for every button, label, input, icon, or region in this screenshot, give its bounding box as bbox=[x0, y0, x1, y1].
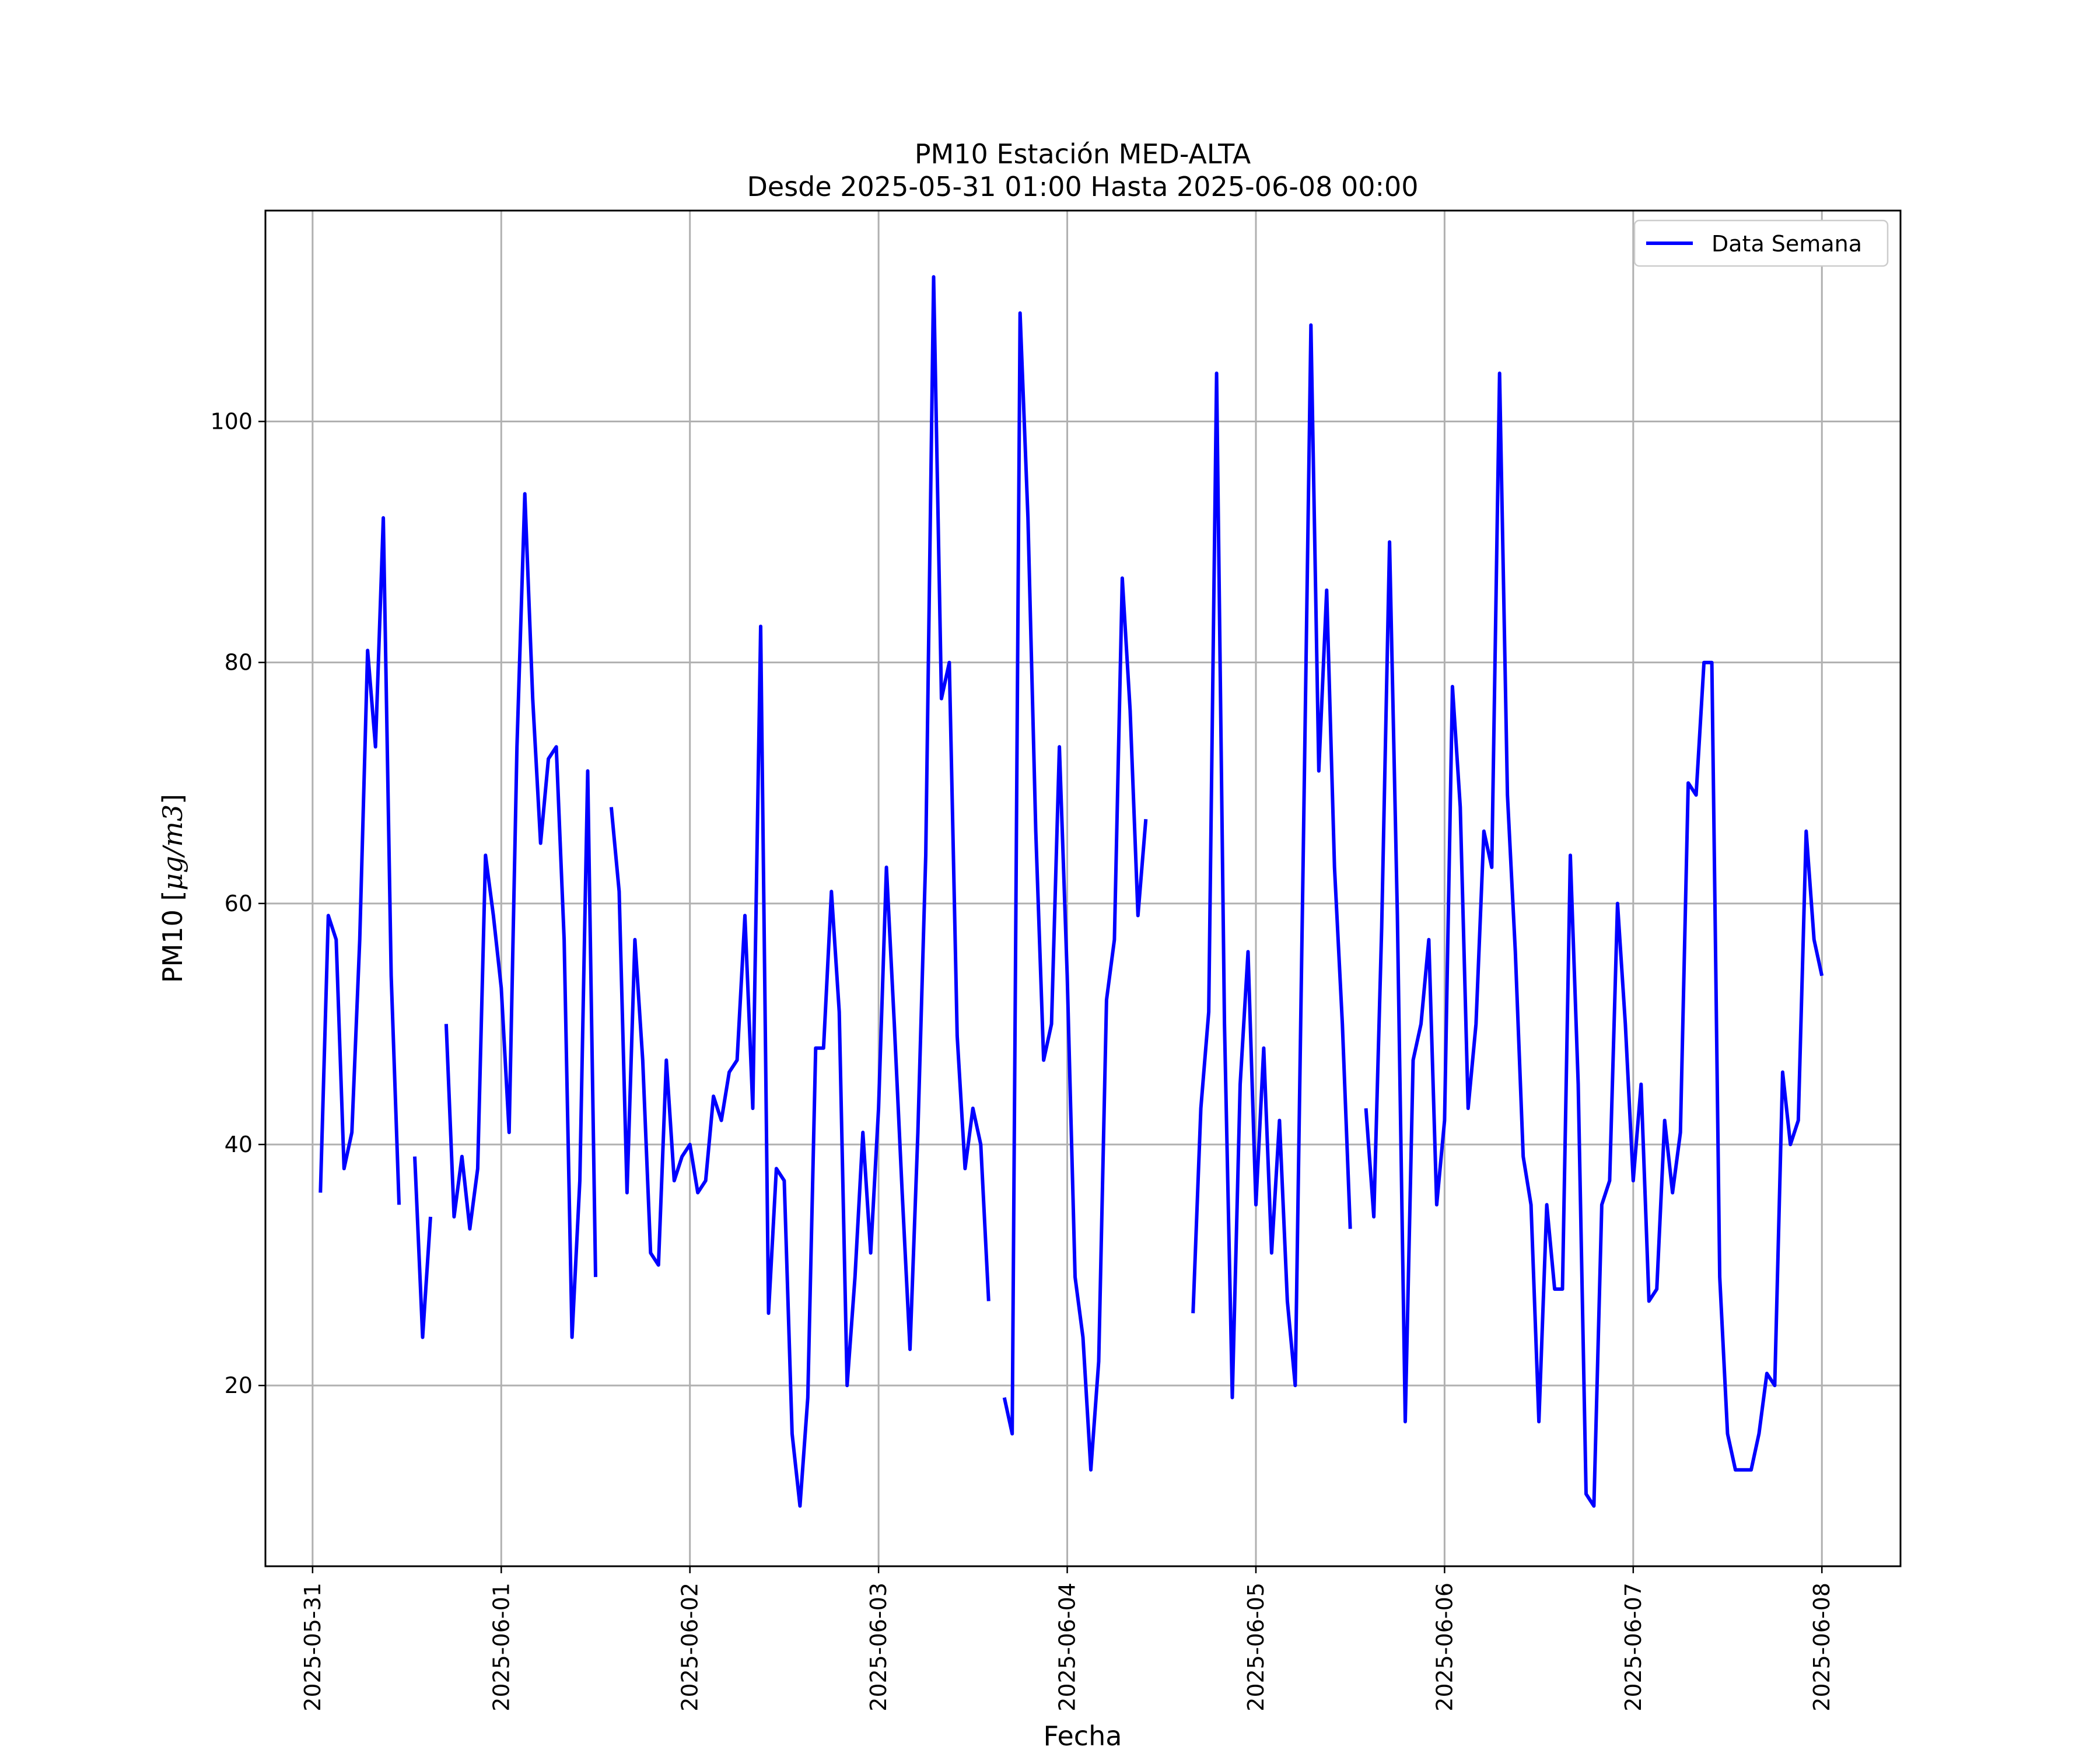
y-axis-label-prefix: PM10 [ bbox=[157, 891, 188, 984]
legend-box bbox=[1633, 219, 1889, 267]
y-tick-label: 40 bbox=[225, 1132, 253, 1157]
series-line-segment bbox=[1191, 323, 1352, 1399]
y-axis-label-units: μg/m3 bbox=[157, 804, 188, 891]
y-tick-label: 60 bbox=[225, 891, 253, 916]
series-line-segment bbox=[413, 1156, 432, 1339]
legend: Data Semana bbox=[1633, 219, 1889, 267]
series-line-segment bbox=[1002, 311, 1148, 1472]
x-tick-label: 2025-06-04 bbox=[1055, 1583, 1080, 1712]
x-tick-label: 2025-06-06 bbox=[1432, 1583, 1457, 1712]
y-tick-label: 80 bbox=[225, 650, 253, 676]
x-tick-label: 2025-06-05 bbox=[1243, 1583, 1269, 1712]
x-tick-label: 2025-06-03 bbox=[866, 1583, 891, 1712]
axis-ticks: 2025-05-31 2025-06-01 2025-06-02 2025-06-03… bbox=[210, 409, 1835, 1712]
y-tick-label: 100 bbox=[210, 409, 253, 435]
x-tick-label: 2025-06-01 bbox=[488, 1583, 514, 1712]
y-axis-label: PM10 [μg/m3] bbox=[157, 794, 188, 983]
series-line-segment bbox=[444, 492, 597, 1339]
series-line-segment bbox=[1364, 371, 1824, 1508]
series-line-segment bbox=[318, 516, 401, 1205]
chart-title: PM10 Estación MED-ALTA bbox=[915, 138, 1251, 170]
chart-subtitle: Desde 2025-05-31 01:00 Hasta 2025-06-08 … bbox=[747, 171, 1418, 202]
x-axis-label: Fecha bbox=[1044, 1720, 1122, 1750]
y-tick-label: 20 bbox=[225, 1373, 253, 1398]
grid-lines bbox=[265, 211, 1901, 1566]
plot-frame bbox=[264, 209, 1902, 1567]
x-tick-label: 2025-06-08 bbox=[1809, 1583, 1835, 1712]
series-line-segment bbox=[609, 275, 991, 1508]
y-axis-label-suffix: ] bbox=[157, 794, 188, 804]
series-lines bbox=[318, 275, 1824, 1508]
x-tick-label: 2025-05-31 bbox=[300, 1583, 326, 1712]
x-tick-label: 2025-06-02 bbox=[677, 1583, 703, 1712]
x-tick-label: 2025-06-07 bbox=[1620, 1583, 1646, 1712]
legend-label: Data Semana bbox=[1712, 231, 1862, 257]
